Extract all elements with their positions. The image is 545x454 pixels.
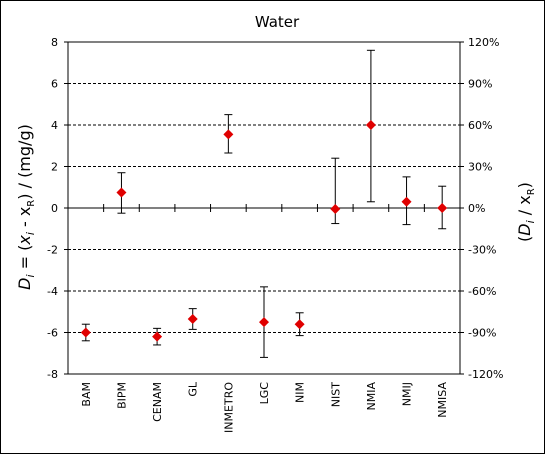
y-left-tick-label: 8 bbox=[51, 36, 58, 49]
y-left-tick-label: 6 bbox=[51, 78, 58, 91]
y-right-tick-label: 30% bbox=[468, 161, 492, 174]
y-right-tick-label: -30% bbox=[468, 244, 496, 257]
y-right-tick-label: 60% bbox=[468, 119, 492, 132]
x-tick-label: NIST bbox=[329, 382, 342, 407]
chart-title: Water bbox=[255, 13, 300, 31]
data-point bbox=[401, 196, 412, 207]
data-point bbox=[294, 319, 305, 330]
x-tick-label: NMISA bbox=[436, 382, 449, 418]
y-left-tick-label: -6 bbox=[47, 327, 58, 340]
data-point bbox=[330, 204, 341, 215]
x-tick-label: GL bbox=[187, 381, 200, 397]
data-point bbox=[437, 203, 448, 213]
data-points bbox=[80, 120, 448, 342]
x-tick-label: NMIA bbox=[365, 382, 378, 411]
y-right-tick-label: 0% bbox=[468, 202, 485, 215]
x-tick-label: NMIJ bbox=[401, 382, 414, 406]
y-left-tick-label: 0 bbox=[51, 202, 58, 215]
y-right-tick-label: -60% bbox=[468, 285, 496, 298]
data-point bbox=[365, 120, 376, 130]
y-axis-right-label: (Di / xR) bbox=[515, 182, 537, 242]
y-axis-right-ticks: -120% -90% -60% -30% 0% 30% 60% 90% 120% bbox=[460, 36, 503, 381]
y-left-tick-label: 4 bbox=[51, 119, 58, 132]
y-axis-left-label: Di = (xi - xR) / (mg/g) bbox=[15, 124, 37, 290]
error-bars bbox=[81, 49, 447, 358]
grid-lines bbox=[68, 83, 460, 333]
data-point bbox=[259, 317, 269, 328]
x-axis-ticks: BAM BIPM CENAM GL INMETRO LGC NIM NIST NMIA NMIJ N… bbox=[80, 381, 449, 433]
y-left-tick-label: -4 bbox=[47, 285, 58, 298]
y-left-tick-label: -8 bbox=[47, 368, 58, 381]
data-point bbox=[80, 327, 91, 338]
data-point bbox=[223, 129, 234, 140]
y-right-tick-label: 90% bbox=[468, 78, 492, 91]
data-point bbox=[152, 331, 163, 342]
x-tick-label: BAM bbox=[80, 382, 93, 407]
y-right-tick-label: -120% bbox=[468, 368, 503, 381]
data-point bbox=[116, 187, 127, 198]
y-right-tick-label: 120% bbox=[468, 36, 499, 49]
x-tick-label: CENAM bbox=[151, 382, 164, 422]
x-tick-label: NIM bbox=[294, 382, 307, 403]
y-right-tick-label: -90% bbox=[468, 327, 496, 340]
x-tick-label: LGC bbox=[258, 382, 271, 405]
y-axis-left-ticks: -8 -6 -4 -2 0 2 4 6 8 bbox=[47, 36, 68, 381]
data-point bbox=[187, 314, 198, 325]
y-left-tick-label: 2 bbox=[51, 161, 58, 174]
x-tick-label: BIPM bbox=[115, 382, 128, 409]
y-left-tick-label: -2 bbox=[47, 244, 58, 257]
x-tick-label: INMETRO bbox=[222, 382, 235, 433]
